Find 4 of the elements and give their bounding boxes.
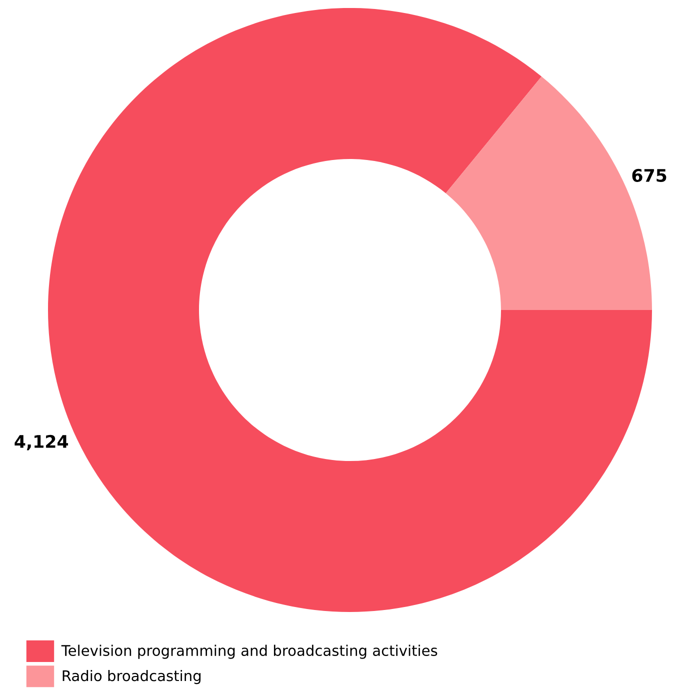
data-label: 675 — [632, 168, 666, 182]
legend-label: Television programming and broadcasting activities — [61, 644, 438, 659]
legend-label: Radio broadcasting — [62, 670, 201, 684]
data-label: 4,124 — [14, 434, 68, 450]
